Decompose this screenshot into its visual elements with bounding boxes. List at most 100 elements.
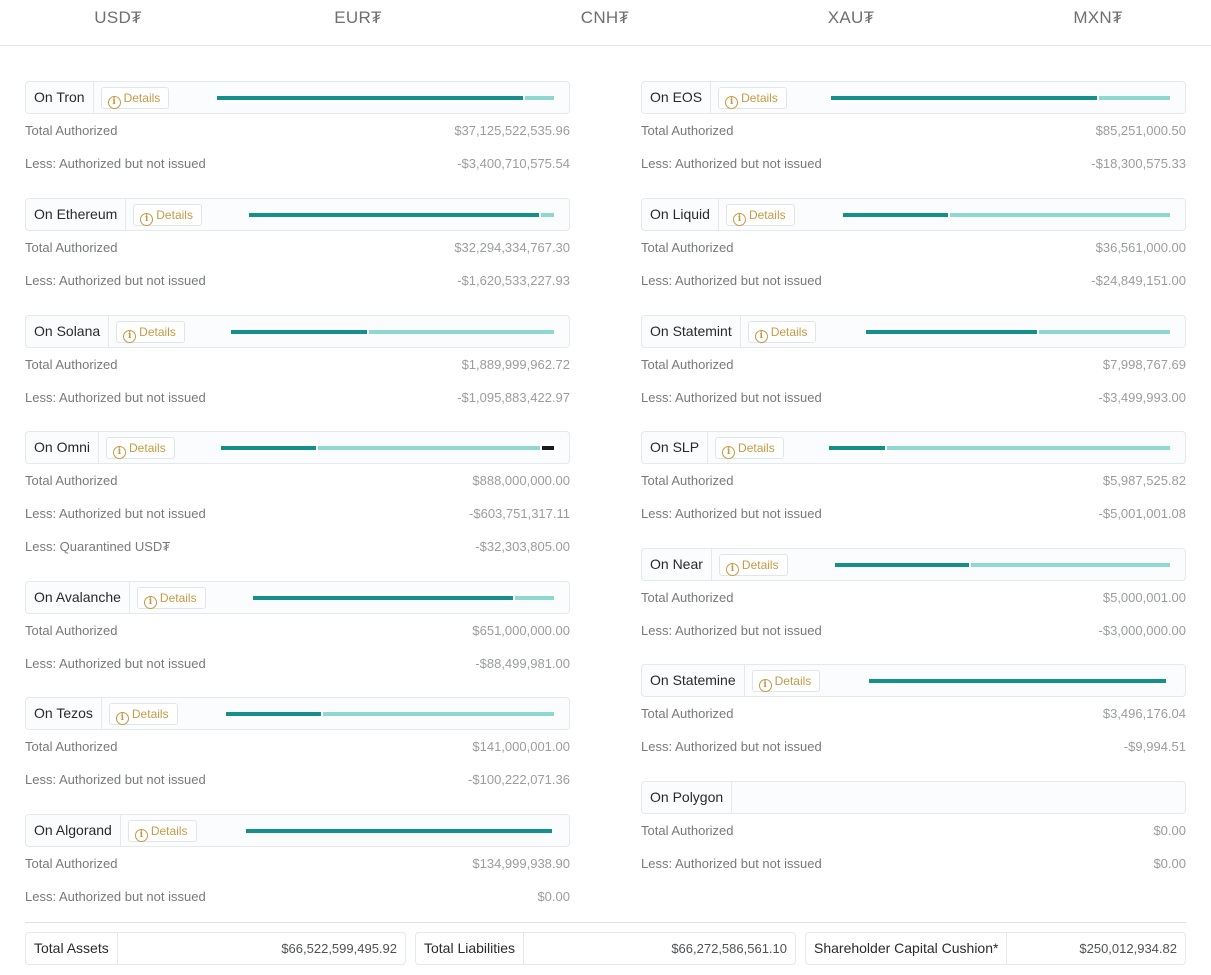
unissued-segment: [950, 213, 1170, 217]
shareholder-capital-value: $250,012,934.82: [1079, 941, 1177, 956]
details-label: Details: [131, 707, 169, 721]
details-button[interactable]: i Details: [136, 587, 206, 609]
issuance-progress-bar: [843, 213, 1170, 217]
amount-label: Less: Authorized but not issued: [25, 390, 206, 405]
chain-name: On Solana: [26, 316, 110, 347]
details-button[interactable]: i Details: [725, 204, 795, 226]
amount-label: Total Authorized: [25, 357, 118, 372]
issuance-progress-bar: [869, 679, 1167, 683]
amount-label: Total Authorized: [25, 473, 118, 488]
details-button[interactable]: i Details: [106, 437, 175, 459]
total-assets-label: Total Assets: [26, 933, 118, 964]
chain-name: On Near: [642, 549, 712, 580]
info-icon: i: [143, 596, 157, 609]
amount-row: Total Authorized $7,998,767.69: [641, 355, 1186, 375]
chain-name: On Avalanche: [26, 582, 130, 613]
chain-header: On Near i Details: [641, 548, 1186, 581]
tab-mxnt[interactable]: MXN₮: [1073, 8, 1123, 27]
chain-header: On Statemine i Details: [641, 664, 1186, 697]
details-button[interactable]: i Details: [747, 321, 817, 343]
issued-segment: [217, 96, 523, 100]
details-button[interactable]: i Details: [133, 204, 202, 226]
tab-xaut[interactable]: XAU₮: [827, 8, 875, 27]
chain-name: On Tron: [26, 82, 94, 113]
tab-usdt[interactable]: USD₮: [94, 8, 142, 27]
info-icon: i: [725, 96, 739, 109]
amount-label: Total Authorized: [641, 240, 734, 255]
unissued-segment: [318, 446, 540, 450]
info-icon: i: [115, 712, 129, 725]
amount-label: Less: Authorized but not issued: [25, 889, 206, 904]
issued-segment: [843, 213, 948, 217]
total-liabilities-value: $66,272,586,561.10: [671, 941, 787, 956]
chain-name: On SLP: [642, 432, 709, 463]
info-icon: i: [758, 679, 772, 692]
amount-row: Less: Authorized but not issued -$5,001,0…: [641, 504, 1186, 524]
amount-label: Total Authorized: [641, 823, 734, 838]
unissued-segment: [515, 596, 554, 600]
chain-name: On Statemine: [642, 665, 745, 696]
amount-value: -$1,620,533,227.93: [457, 273, 570, 288]
chain-header: On Avalanche i Details: [25, 581, 570, 614]
issuance-progress-bar: [253, 596, 554, 600]
amount-value: $37,125,522,535.96: [454, 123, 570, 138]
unissued-segment: [541, 213, 554, 217]
amount-row: Total Authorized $5,987,525.82: [641, 471, 1186, 491]
details-button[interactable]: i Details: [100, 87, 170, 109]
amount-label: Total Authorized: [25, 240, 118, 255]
info-icon: i: [140, 213, 154, 226]
chain-header: On Statemint i Details: [641, 315, 1186, 348]
unissued-segment: [971, 563, 1170, 567]
details-button[interactable]: i Details: [715, 437, 784, 459]
issued-segment: [253, 596, 513, 600]
details-button[interactable]: i Details: [718, 554, 788, 576]
amount-row: Total Authorized $1,889,999,962.72: [25, 355, 570, 375]
details-label: Details: [748, 208, 786, 222]
chain-header: On Algorand i Details: [25, 814, 570, 847]
amount-label: Less: Authorized but not issued: [25, 656, 206, 671]
amount-value: -$5,001,001.08: [1098, 506, 1186, 521]
details-button[interactable]: i Details: [718, 87, 787, 109]
amount-label: Less: Authorized but not issued: [25, 772, 206, 787]
details-button[interactable]: i Details: [127, 820, 197, 842]
chain-header: On Tezos i Details: [25, 697, 570, 730]
details-button[interactable]: i Details: [116, 321, 185, 343]
amount-value: $134,999,938.90: [472, 856, 570, 871]
issued-segment: [869, 679, 1166, 683]
amount-row: Total Authorized $888,000,000.00: [25, 471, 570, 491]
amount-value: $3,496,176.04: [1102, 706, 1186, 721]
amount-value: -$3,000,000.00: [1098, 623, 1186, 638]
details-button[interactable]: i Details: [108, 703, 178, 725]
amount-row: Less: Authorized but not issued -$9,994.5…: [641, 737, 1186, 757]
issued-segment: [231, 330, 367, 334]
currency-tabs: USD₮ EUR₮ CNH₮ XAU₮ MXN₮: [0, 0, 1211, 46]
unissued-segment: [887, 446, 1170, 450]
chain-name: On Statemint: [642, 316, 741, 347]
chain-header: On Ethereum i Details: [25, 198, 570, 231]
amount-label: Less: Authorized but not issued: [25, 506, 206, 521]
info-icon: i: [722, 446, 736, 459]
chain-name: On Liquid: [642, 199, 719, 230]
info-icon: i: [732, 213, 746, 226]
unissued-segment: [1099, 96, 1170, 100]
tab-eurt[interactable]: EUR₮: [334, 8, 382, 27]
details-label: Details: [741, 558, 779, 572]
total-liabilities-label: Total Liabilities: [416, 933, 525, 964]
amount-label: Total Authorized: [641, 357, 734, 372]
tab-cnht[interactable]: CNH₮: [580, 8, 630, 27]
amount-value: $1,889,999,962.72: [461, 357, 570, 372]
details-label: Details: [741, 91, 778, 105]
details-button[interactable]: i Details: [751, 670, 821, 692]
chain-header: On SLP i Details: [641, 431, 1186, 464]
unissued-segment: [525, 96, 554, 100]
amount-label: Less: Authorized but not issued: [641, 273, 822, 288]
issuance-progress-bar: [831, 96, 1170, 100]
amount-row: Less: Authorized but not issued $0.00: [25, 887, 570, 907]
details-label: Details: [770, 325, 808, 339]
amount-value: -$9,994.51: [1123, 739, 1186, 754]
amount-label: Total Authorized: [641, 473, 734, 488]
amount-value: $7,998,767.69: [1102, 357, 1186, 372]
info-icon: i: [725, 563, 739, 576]
amount-label: Total Authorized: [25, 123, 118, 138]
unissued-segment: [1039, 330, 1170, 334]
